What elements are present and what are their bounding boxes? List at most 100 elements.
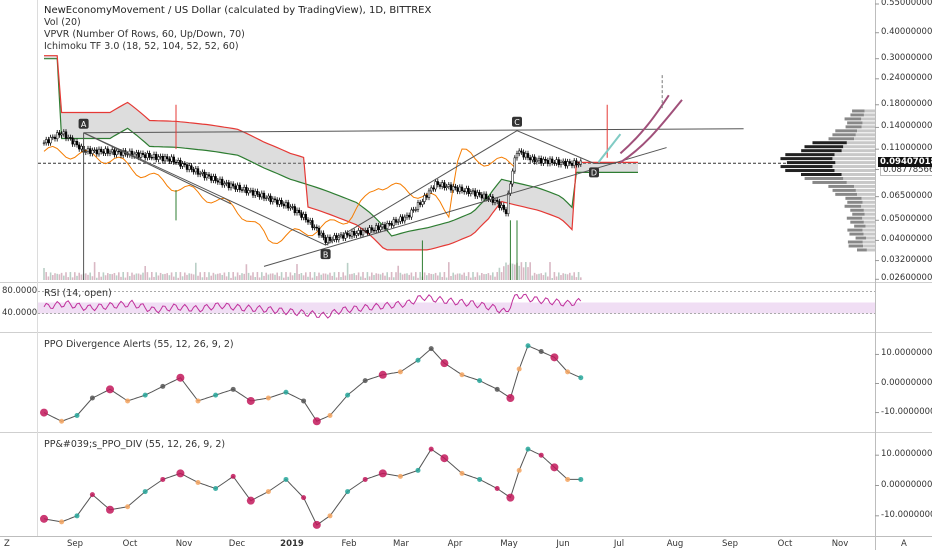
wedge-lower-trendline [263, 147, 667, 267]
candle-body [93, 149, 96, 151]
candle-body [42, 142, 46, 144]
ppdiv-divergence-dot [142, 489, 148, 495]
ppo-divergence-dot [477, 378, 483, 384]
volume-bar [230, 277, 232, 280]
vpvr-row-up [845, 125, 862, 129]
volume-bar [507, 264, 509, 280]
vpvr-row-up [855, 236, 867, 240]
candle-body [194, 168, 197, 173]
volume-bar [87, 274, 89, 280]
ppo-divergence-dot [125, 398, 131, 404]
candle-body [84, 151, 87, 153]
vpvr-histogram [780, 109, 875, 252]
candle-body [540, 158, 543, 164]
indicator-vol[interactable]: Vol (20) [44, 17, 81, 28]
candle-body [520, 150, 523, 153]
candle-body [452, 186, 455, 191]
volume-bar [487, 273, 490, 280]
indicator-vpvr[interactable]: VPVR (Number Of Rows, 60, Up/Down, 70) [44, 29, 245, 40]
vpvr-row-up [844, 204, 862, 208]
ppo-axis-label: 0.00000000 [881, 377, 932, 388]
ppdiv-divergence-dot [578, 476, 584, 482]
volume-bar [203, 272, 206, 280]
candle-body [555, 159, 558, 164]
candle-body [399, 216, 402, 222]
volume-bar [190, 273, 193, 280]
candle-body [579, 160, 582, 165]
volume-bar [410, 272, 413, 280]
volume-bar [210, 275, 212, 280]
volume-bar [401, 274, 404, 280]
ppo-pane-title[interactable]: PPO Divergence Alerts (55, 12, 26, 9, 2) [44, 339, 234, 350]
volume-bar [71, 277, 74, 280]
volume-bar [357, 272, 360, 280]
candle-body [386, 223, 389, 229]
volume-bar [518, 265, 520, 280]
ppdiv-divergence-dot [59, 519, 65, 525]
ppo-divergence-dot [213, 392, 219, 398]
volume-bar [474, 276, 476, 280]
candle-body [445, 186, 448, 188]
rsi-pane-title[interactable]: RSI (14, open) [44, 288, 112, 299]
ppo-divergence-dot [525, 343, 531, 349]
ppo-divergence-dot [301, 398, 307, 404]
vpvr-row-up [828, 184, 855, 188]
candle-body [166, 156, 169, 160]
vpvr-row-down [835, 161, 875, 165]
volume-bar [377, 273, 380, 280]
price-axis-label: 0.04000000 [881, 234, 932, 245]
volume-bar [144, 266, 146, 280]
candle-body [223, 183, 226, 186]
ppdiv-divergence-dot [301, 495, 307, 501]
ppdiv-divergence-dot [283, 476, 289, 482]
ppo-divergence-dot [428, 346, 434, 352]
volume-bar [373, 274, 375, 280]
indicator-ichimoku[interactable]: Ichimoku TF 3.0 (18, 52, 104, 52, 52, 60… [44, 41, 239, 52]
x-axis-tick-label: Sep [66, 539, 84, 549]
pane-bg-3 [38, 433, 875, 536]
volume-bar [393, 277, 395, 280]
ppdiv-divergence-dot [327, 513, 333, 519]
ppo-divergence-dot [246, 396, 255, 405]
ppo-divergence-dot [345, 392, 351, 398]
volume-bar [52, 275, 54, 280]
ichimoku-span-a [44, 58, 638, 237]
vpvr-row-down [863, 244, 875, 248]
volume-bar [118, 272, 120, 280]
volume-bar [459, 273, 461, 280]
ppdiv-pane-title[interactable]: PP&#039;s_PPO_DIV (55, 12, 26, 9, 2) [44, 439, 226, 450]
candle-body [104, 148, 107, 154]
price-axis-label: 0.18000000 [881, 98, 932, 109]
candle-body [566, 161, 569, 167]
vpvr-row-down [855, 133, 875, 137]
candle-body [49, 137, 52, 144]
price-axis-label: 0.24000000 [881, 72, 932, 83]
volume-bar [280, 272, 283, 280]
ppo-divergence-dot [74, 412, 80, 418]
candle-body [469, 191, 472, 194]
volume-bar [140, 274, 142, 280]
volume-bar [329, 272, 331, 280]
ppdiv-divergence-dot [415, 467, 421, 473]
ppdiv-divergence-dot [440, 454, 449, 463]
volume-bars [43, 262, 582, 280]
volume-bar [549, 262, 551, 280]
price-axis-label: 0.14000000 [881, 121, 932, 132]
volume-bar [575, 277, 578, 280]
volume-bar [177, 277, 179, 280]
candle-body [269, 195, 272, 203]
price-axis-label: 0.06500000 [881, 190, 932, 201]
volume-bar [96, 277, 98, 280]
volume-bar [423, 272, 426, 280]
vpvr-row-up [780, 157, 833, 161]
candle-body [564, 160, 567, 167]
volume-bar [294, 273, 296, 280]
volume-bar [254, 277, 256, 280]
volume-bar [461, 274, 463, 280]
volume-bar [54, 273, 56, 280]
ppdiv-divergence-dot [125, 504, 131, 510]
ppo-divergence-dot [362, 378, 368, 384]
candle-body [247, 190, 250, 194]
candle-body [144, 154, 147, 159]
